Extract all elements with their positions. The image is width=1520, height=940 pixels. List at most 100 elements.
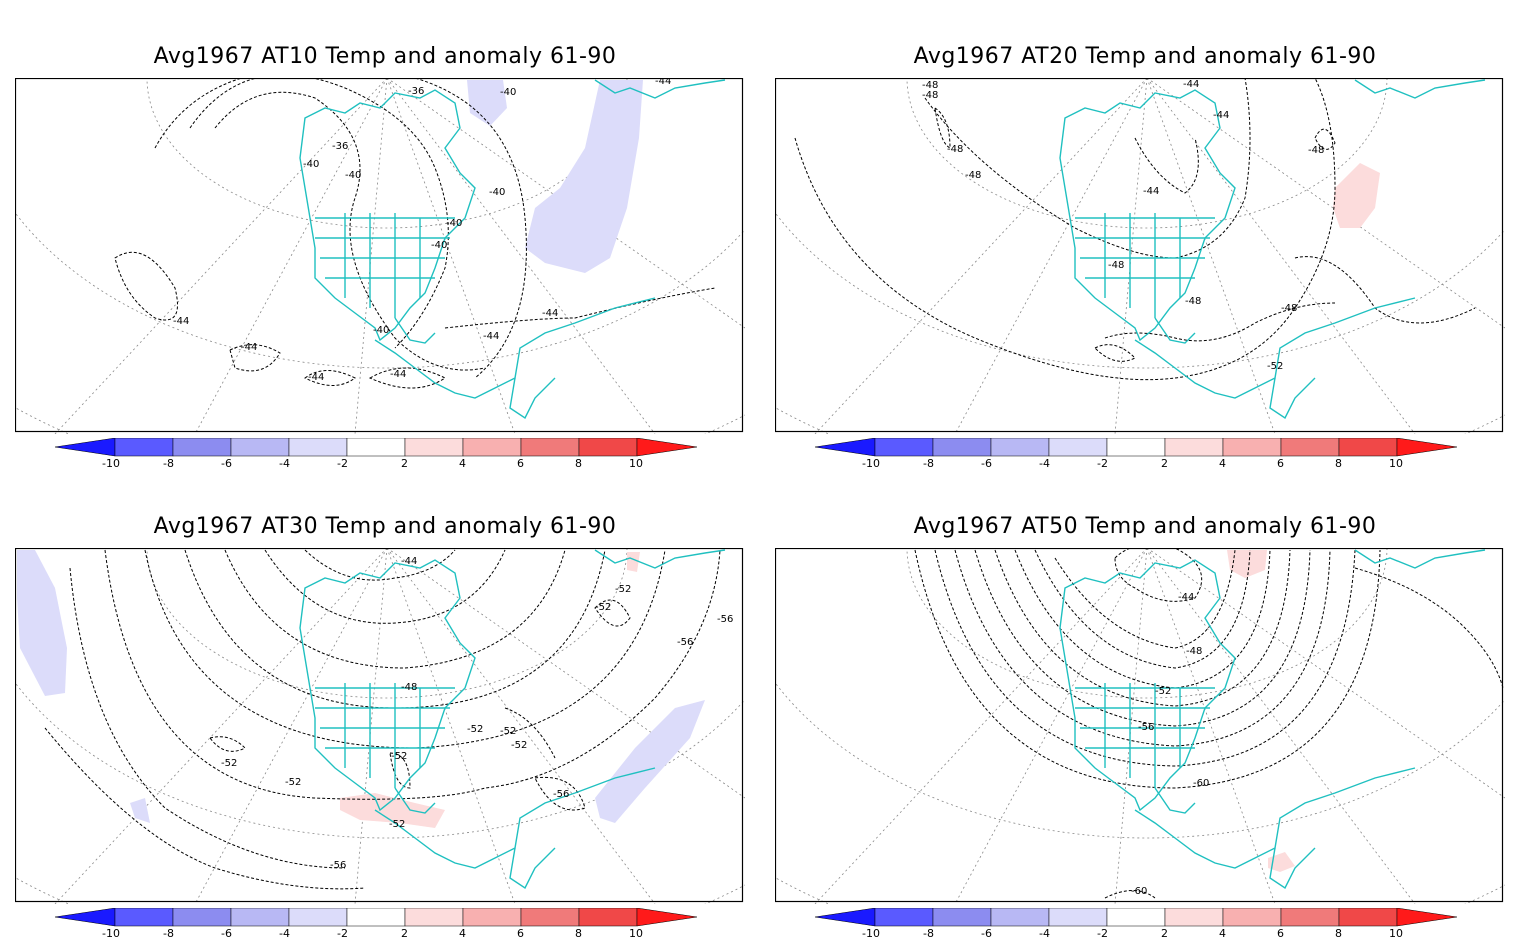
contour-label: -52 — [511, 740, 527, 751]
anomaly-shading — [467, 80, 643, 273]
contour-label: -44 — [308, 372, 324, 383]
contour-label: -48 — [1186, 646, 1202, 657]
colorbar-bin — [114, 438, 174, 457]
colorbar-bin — [1222, 438, 1282, 457]
colorbar-arrow — [1396, 908, 1458, 927]
contour-label: -52 — [467, 724, 483, 735]
contour-label: -40 — [500, 87, 516, 98]
contour-label: -52 — [389, 819, 405, 830]
colorbar-bin — [404, 908, 464, 927]
contour-label: -48 — [401, 682, 417, 693]
colorbar-bin — [932, 438, 992, 457]
contour-label: -44 — [483, 331, 499, 342]
contour-label: -56 — [330, 860, 346, 871]
contour-label: -52 — [285, 777, 301, 788]
colorbar-bin — [230, 908, 290, 927]
contour-label: -40 — [345, 170, 361, 181]
contours — [794, 78, 1476, 381]
contour-label: -44 — [241, 342, 257, 353]
graticule — [15, 78, 745, 434]
anomaly-region — [467, 80, 507, 126]
contours — [44, 549, 721, 890]
colorbar-arrow — [636, 908, 698, 927]
contour-label: -48 — [922, 80, 938, 91]
colorbar-bin — [990, 908, 1050, 927]
contour-label: -44 — [173, 316, 189, 327]
colorbar-arrow — [55, 908, 116, 927]
colorbar-bin — [1222, 908, 1282, 927]
contour-label: -44 — [542, 308, 558, 319]
colorbar-label: -10 — [102, 927, 120, 938]
contour-labels: -48 -48 -48 -48 -44 -44 -44 -48 -48 -48 … — [922, 79, 1324, 372]
colorbar-label: -6 — [221, 457, 232, 468]
map-plot: -48 -48 -48 -48 -44 -44 -44 -48 -48 -48 … — [775, 78, 1505, 434]
anomaly-region — [595, 700, 705, 823]
contour-label: -52 — [1155, 686, 1171, 697]
coastlines — [299, 79, 726, 420]
colorbar-label: -2 — [1097, 927, 1108, 938]
anomaly-region — [1227, 550, 1267, 578]
contour-label: -44 — [1213, 110, 1229, 121]
panel-title: Avg1967 AT20 Temp and anomaly 61-90 — [913, 44, 1377, 69]
coastlines — [1059, 79, 1486, 420]
colorbar-bin — [404, 438, 464, 457]
contour-label: -60 — [1193, 778, 1209, 789]
colorbar-arrow — [815, 438, 876, 457]
contour-label: -40 — [446, 218, 462, 229]
colorbar-bin — [874, 908, 934, 927]
colorbar-label: 8 — [1335, 927, 1342, 938]
colorbar-label: -2 — [337, 457, 348, 468]
map-plot: -44 -52 -52 -56 -56 -48 -52 -52 -52 -52 … — [15, 548, 745, 904]
colorbar-bin — [520, 908, 580, 927]
colorbar-bin — [1338, 908, 1398, 927]
contour-label: -52 — [595, 602, 611, 613]
contour-label: -36 — [408, 86, 424, 97]
colorbar-bin — [462, 438, 522, 457]
colorbar-label: 6 — [517, 457, 524, 468]
colorbar-label: -4 — [279, 927, 290, 938]
contour-label: -48 — [1281, 303, 1297, 314]
colorbar-label: -4 — [279, 457, 290, 468]
contour-label: -60 — [1131, 886, 1147, 897]
contour-label: -48 — [1308, 145, 1324, 156]
colorbar-bin — [230, 438, 290, 457]
panel-title: Avg1967 AT30 Temp and anomaly 61-90 — [153, 514, 617, 539]
colorbar-bin — [288, 908, 348, 927]
colorbar-label: 6 — [517, 927, 524, 938]
map-plot: -36 -36 -40 -40 -40 -40 -40 -40 -40 -44 … — [15, 78, 745, 434]
contour-label: -48 — [965, 170, 981, 181]
colorbar-bin — [462, 908, 522, 927]
colorbar-label: 4 — [1219, 927, 1226, 938]
contour-labels: -36 -36 -40 -40 -40 -40 -40 -40 -40 -44 … — [173, 78, 671, 383]
contour-label: -40 — [303, 159, 319, 170]
contour-label: -52 — [391, 751, 407, 762]
contour-label: -36 — [332, 141, 348, 152]
colorbar-label: 6 — [1277, 457, 1284, 468]
colorbar-bin — [172, 908, 232, 927]
colorbar-bin — [1280, 438, 1340, 457]
colorbar-label: 2 — [401, 927, 408, 938]
contour-label: -48 — [1185, 296, 1201, 307]
anomaly-region — [627, 552, 640, 572]
colorbar: -10 -8 -6 -4 -2 2 4 6 8 10 — [815, 908, 1458, 938]
colorbar-bin — [1280, 908, 1340, 927]
anomaly-region — [130, 798, 150, 823]
coastlines — [299, 549, 726, 890]
contour-label: -40 — [431, 240, 447, 251]
colorbar-label: -8 — [163, 457, 174, 468]
colorbar-label: -8 — [923, 927, 934, 938]
colorbar-label: 10 — [629, 927, 643, 938]
colorbar-label: 6 — [1277, 927, 1284, 938]
colorbar-label: 10 — [1389, 927, 1403, 938]
map-panel-at10: Avg1967 AT10 Temp and anomaly 61-90 — [15, 0, 755, 468]
contour-label: -44 — [1143, 186, 1159, 197]
colorbar-bin — [346, 438, 406, 457]
contours — [114, 78, 716, 389]
contour-label: -52 — [615, 584, 631, 595]
colorbar: -10 -8 -6 -4 -2 2 4 6 8 10 — [815, 438, 1458, 468]
colorbar-bin — [346, 908, 406, 927]
anomaly-region — [17, 550, 67, 696]
contour-label: -44 — [655, 78, 671, 87]
colorbar: -10 -8 -6 -4 -2 2 4 6 8 10 — [55, 438, 698, 468]
contour-label: -52 — [1267, 361, 1283, 372]
